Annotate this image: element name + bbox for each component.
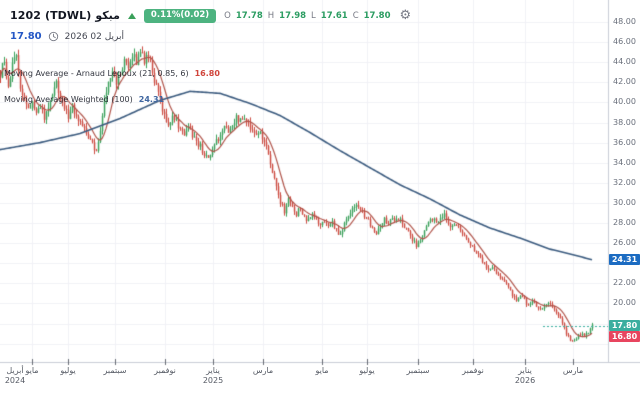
change-badge: 0.11%(0.02) (143, 9, 217, 23)
bar-date: أبريل 02 2026 (64, 31, 125, 42)
low-label: L (311, 10, 316, 21)
high-label: H (267, 10, 275, 21)
price-tick-label: 36.00 (613, 137, 636, 147)
price-tick-label: 34.00 (613, 157, 636, 167)
chart-header: 1202 (TDWL) مبكو 0.11%(0.02) O 17.78 H 1… (10, 9, 411, 23)
price-tick-label: 40.00 (613, 97, 636, 107)
price-tick-label: 42.00 (613, 77, 636, 87)
open-label: O (224, 10, 231, 21)
clock-icon (48, 31, 58, 42)
time-year-label: 2024 (4, 376, 26, 385)
indicator-row-wma[interactable]: Moving Average Weighted (100) 24.31 (4, 95, 164, 104)
last-price-value: 17.80 (10, 31, 42, 42)
time-tick-label: مارس (252, 366, 274, 375)
bar-info-row: 17.80 أبريل 02 2026 (10, 31, 124, 42)
indicator-name: Moving Average - Arnaud Legoux (21, 0.85… (4, 69, 189, 78)
price-tick-label: 26.00 (613, 238, 636, 248)
price-tick-label: 20.00 (613, 298, 636, 308)
close-label: C (352, 10, 359, 21)
price-tick-label: 38.00 (613, 117, 636, 127)
current-price-axis-badge: 17.80 (609, 320, 640, 331)
time-tick-label: سبتمبر (103, 366, 127, 375)
time-tick-label: مايو (25, 366, 39, 375)
time-tick-label: نوفمبر (154, 366, 176, 375)
low-value: 17.61 (320, 10, 348, 21)
price-tick-label: 48.00 (613, 17, 636, 26)
ma-fast-axis-badge: 16.80 (609, 331, 640, 342)
close-value: 17.80 (363, 10, 391, 21)
time-tick-label: يناير (518, 366, 532, 375)
time-tick-label: يوليو (359, 366, 375, 375)
time-tick-label: سبتمبر (406, 366, 430, 375)
indicator-value: 16.80 (194, 69, 220, 78)
time-tick-label: يوليو (60, 366, 76, 375)
price-axis[interactable]: 48.00 46.00 44.00 42.00 40.00 38.00 36.00 34.00… (608, 0, 640, 362)
gear-icon[interactable]: ⚙ (399, 8, 412, 24)
price-tick-label: 44.00 (613, 57, 636, 67)
symbol-title[interactable]: 1202 (TDWL) مبكو (10, 9, 120, 23)
time-year-label: 2026 (514, 376, 536, 385)
price-tick-label: 46.00 (613, 37, 636, 47)
price-tick-label: 30.00 (613, 197, 636, 207)
ma-slow-axis-badge: 24.31 (609, 254, 640, 265)
time-tick-label: أبريل (6, 366, 24, 375)
indicator-row-alma[interactable]: Moving Average - Arnaud Legoux (21, 0.85… (4, 69, 220, 78)
high-value: 17.98 (279, 10, 307, 21)
time-tick-label: مايو (315, 366, 329, 375)
ohlc-readout: O 17.78 H 17.98 L 17.61 C 17.80 (224, 11, 390, 21)
indicator-value: 24.31 (138, 95, 165, 104)
time-tick-label: نوفمبر (462, 366, 484, 375)
indicator-name: Moving Average Weighted (100) (4, 95, 133, 104)
open-value: 17.78 (235, 10, 263, 21)
price-tick-label: 22.00 (613, 278, 636, 288)
time-year-label: 2025 (202, 376, 224, 385)
time-axis[interactable]: أبريل 2024 مايو يوليو سبتمبر نوفمبر يناير 2025 م… (0, 362, 640, 400)
time-tick-label: مارس (562, 366, 584, 375)
time-tick-label: يناير (206, 366, 220, 375)
price-up-triangle-icon (127, 12, 136, 19)
price-tick-label: 28.00 (613, 218, 636, 227)
price-tick-label: 32.00 (613, 177, 636, 187)
